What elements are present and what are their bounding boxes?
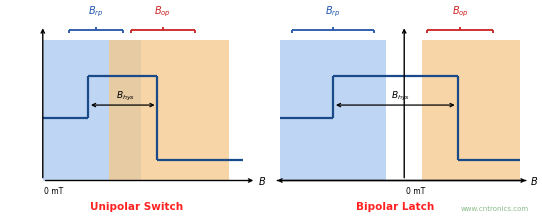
- Bar: [109, 40, 229, 181]
- Text: $B_{hys}$: $B_{hys}$: [391, 90, 410, 103]
- Text: www.cntronics.com: www.cntronics.com: [461, 206, 528, 212]
- Bar: [280, 40, 386, 181]
- Text: $B_{hys}$: $B_{hys}$: [116, 90, 135, 103]
- Text: 0 mT: 0 mT: [406, 187, 425, 196]
- Text: 0 mT: 0 mT: [44, 187, 63, 196]
- Text: Unipolar Switch: Unipolar Switch: [89, 202, 183, 212]
- Text: $B_{op}$: $B_{op}$: [452, 5, 469, 19]
- Text: $B_{rp}$: $B_{rp}$: [88, 5, 104, 19]
- Bar: [43, 40, 141, 181]
- Text: B: B: [259, 177, 266, 187]
- Bar: [422, 40, 520, 181]
- Text: $B_{rp}$: $B_{rp}$: [325, 5, 341, 19]
- Text: B: B: [531, 177, 537, 187]
- Text: Bipolar Latch: Bipolar Latch: [356, 202, 435, 212]
- Text: $B_{op}$: $B_{op}$: [154, 5, 171, 19]
